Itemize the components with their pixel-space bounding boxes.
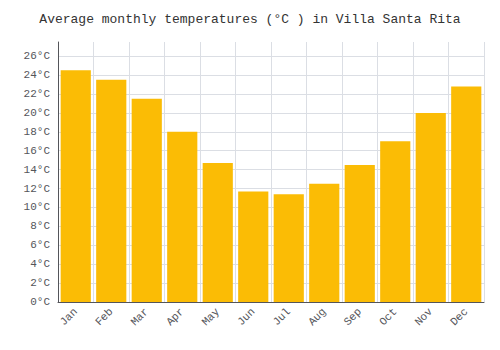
svg-text:10°C: 10°C [24,201,51,213]
svg-text:4°C: 4°C [30,258,50,270]
svg-text:Mar: Mar [129,306,151,328]
svg-text:22°C: 22°C [24,88,51,100]
svg-text:Aug: Aug [306,306,328,328]
svg-text:Jul: Jul [271,306,293,328]
svg-text:24°C: 24°C [24,69,51,81]
svg-text:14°C: 14°C [24,164,51,176]
svg-text:Average monthly temperatures (: Average monthly temperatures (°C ) in Vi… [39,12,460,27]
svg-text:May: May [200,305,223,328]
svg-text:Jan: Jan [58,306,80,328]
svg-text:Sep: Sep [342,306,364,328]
svg-text:6°C: 6°C [30,239,50,251]
svg-text:16°C: 16°C [24,145,51,157]
svg-text:Dec: Dec [448,306,470,328]
svg-text:18°C: 18°C [24,126,51,138]
svg-text:2°C: 2°C [30,277,50,289]
svg-text:Apr: Apr [164,306,186,328]
svg-text:26°C: 26°C [24,50,51,62]
svg-text:20°C: 20°C [24,107,51,119]
svg-text:12°C: 12°C [24,183,51,195]
svg-text:8°C: 8°C [30,220,50,232]
svg-text:Feb: Feb [93,306,115,328]
svg-text:Jun: Jun [235,306,257,328]
svg-text:Nov: Nov [413,305,436,328]
svg-text:0°C: 0°C [30,296,50,308]
svg-text:Oct: Oct [377,306,399,328]
